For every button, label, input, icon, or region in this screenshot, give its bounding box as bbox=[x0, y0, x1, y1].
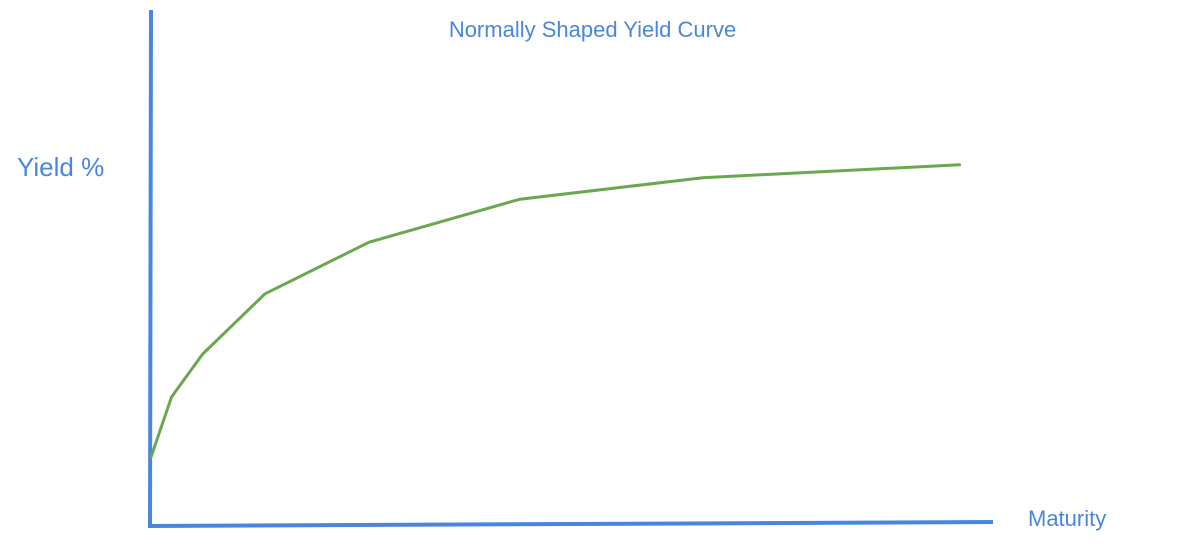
curve-point bbox=[263, 292, 267, 295]
yield-curve-points bbox=[149, 163, 961, 459]
yield-curve-line bbox=[149, 163, 961, 459]
curve-point bbox=[170, 395, 173, 399]
x-axis-line bbox=[147, 520, 994, 528]
chart-title: Normally Shaped Yield Curve bbox=[448, 17, 737, 42]
curve-point bbox=[701, 176, 705, 179]
curve-point bbox=[367, 241, 371, 244]
curve-point bbox=[149, 456, 153, 459]
curve-point bbox=[201, 352, 204, 356]
curve-point bbox=[518, 198, 522, 201]
curve-point bbox=[958, 163, 961, 166]
x-axis-label: Maturity bbox=[1028, 506, 1107, 531]
y-axis-line bbox=[148, 9, 153, 529]
y-axis-label: Yield % bbox=[17, 152, 105, 182]
